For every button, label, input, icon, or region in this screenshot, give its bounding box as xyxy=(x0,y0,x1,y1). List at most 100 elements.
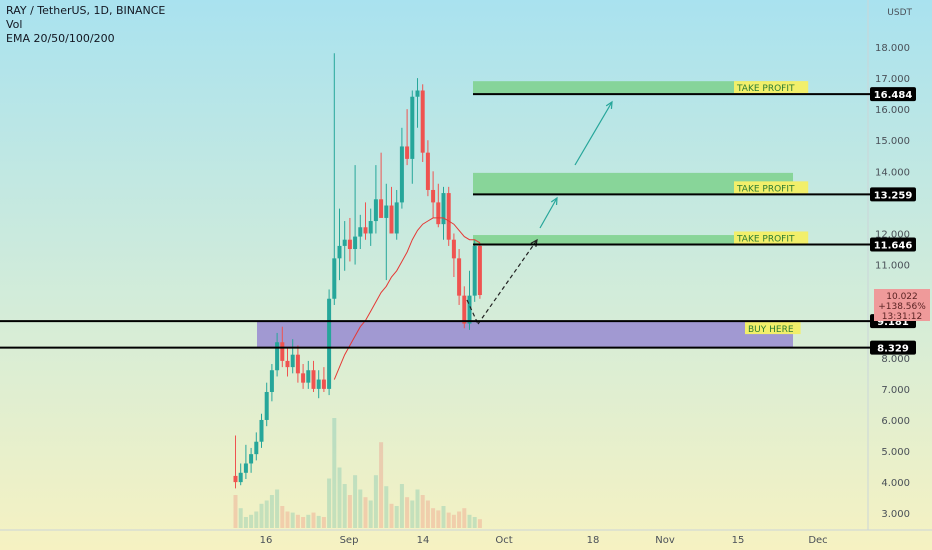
candle-body xyxy=(373,199,378,222)
candle-body xyxy=(446,193,451,240)
volume-bar xyxy=(243,517,248,528)
time-tick-label: 15 xyxy=(732,535,745,546)
candle-body xyxy=(415,90,420,97)
volume-bar xyxy=(436,510,441,528)
volume-bar xyxy=(431,508,436,528)
candle-body xyxy=(467,295,472,324)
indicator-ema-label[interactable]: EMA 20/50/100/200 xyxy=(6,32,115,45)
candle-body xyxy=(337,245,342,259)
volume-bar xyxy=(311,512,316,528)
volume-bar xyxy=(238,508,243,528)
candles-layer[interactable] xyxy=(233,53,482,489)
price-tick-label: 16.000 xyxy=(875,105,910,116)
candle-body xyxy=(316,379,321,389)
take-profit-zone xyxy=(473,172,793,195)
zone-label: BUY HERE xyxy=(748,325,794,335)
price-tick-label: 17.000 xyxy=(875,74,910,85)
candle-body xyxy=(311,370,316,389)
candle-body xyxy=(384,205,389,218)
projection-arrow xyxy=(539,197,558,229)
candle-body xyxy=(342,239,347,246)
time-tick-label: Sep xyxy=(340,535,359,546)
time-tick-label: 18 xyxy=(587,535,600,546)
candle-body xyxy=(243,463,248,473)
projection-arrow xyxy=(574,101,613,166)
axes-layer: 18.000 17.000 16.000 15.000 14.000 12.000 11.0… xyxy=(260,8,930,546)
level-price-tag xyxy=(870,237,916,252)
candle-body xyxy=(420,90,425,153)
candle-body xyxy=(306,370,311,383)
arrows-layer xyxy=(466,100,613,325)
level-price-label: 11.646 xyxy=(874,240,913,251)
candle-body xyxy=(254,441,259,455)
candle-body xyxy=(425,152,430,190)
volume-bar xyxy=(332,418,337,528)
candle-body xyxy=(451,239,456,259)
price-tick-label: 18.000 xyxy=(875,43,910,54)
volume-bar xyxy=(363,497,368,528)
volume-layer xyxy=(233,418,482,528)
volume-bar xyxy=(306,514,311,528)
candle-body xyxy=(363,227,368,234)
ema-line xyxy=(333,217,481,380)
volume-bar xyxy=(353,475,358,528)
volume-bar xyxy=(301,517,306,528)
volume-bar xyxy=(295,514,300,528)
time-tick-label: 14 xyxy=(417,535,430,546)
volume-bar xyxy=(420,495,425,528)
candle-body xyxy=(295,354,300,374)
volume-bar xyxy=(321,517,326,528)
volume-bar xyxy=(285,511,290,528)
candle-body xyxy=(358,227,363,237)
candle-body xyxy=(472,245,477,296)
candle-body xyxy=(368,221,373,234)
volume-bar xyxy=(446,512,451,528)
candle-body xyxy=(353,236,358,250)
volume-bar xyxy=(327,478,332,528)
volume-bar xyxy=(264,500,269,528)
candle-body xyxy=(285,360,290,368)
candle-body xyxy=(275,342,280,371)
symbol-title[interactable]: RAY / TetherUS, 1D, BINANCE xyxy=(6,4,166,17)
volume-bar xyxy=(477,519,482,528)
price-tick-label: 3.000 xyxy=(881,509,910,520)
candle-body xyxy=(394,202,399,234)
volume-bar xyxy=(233,495,238,528)
zone-label-bg xyxy=(734,181,809,194)
price-tick-label: 8.000 xyxy=(881,354,910,365)
level-price-label: 9.181 xyxy=(877,317,909,328)
candle-body xyxy=(436,202,441,225)
volume-bar xyxy=(451,514,456,528)
candle-body xyxy=(233,475,238,483)
price-tick-label: 4.000 xyxy=(881,478,910,489)
volume-bar xyxy=(280,506,285,528)
level-price-label: 16.484 xyxy=(874,90,913,101)
ema-layer xyxy=(333,217,481,380)
time-tick-label: Oct xyxy=(495,535,512,546)
volume-bar xyxy=(368,500,373,528)
volume-bar xyxy=(316,515,321,528)
candle-body xyxy=(280,342,285,361)
last-price-countdown: 13:31:12 xyxy=(882,312,922,322)
candle-body xyxy=(301,373,306,383)
volume-bar xyxy=(249,514,254,528)
candle-body xyxy=(327,298,332,389)
time-tick-label: Dec xyxy=(808,535,827,546)
candle-body xyxy=(431,189,436,203)
candle-body xyxy=(332,258,337,299)
level-price-tag xyxy=(870,87,916,102)
zones-layer: TAKE PROFIT TAKE PROFIT TAKE PROFIT BUY HER… xyxy=(257,81,809,348)
indicator-vol-label[interactable]: Vol xyxy=(6,18,23,31)
candle-body xyxy=(379,199,384,218)
candle-body xyxy=(290,354,295,368)
volume-bar xyxy=(462,508,467,528)
volume-bar xyxy=(290,512,295,528)
candle-body xyxy=(238,472,243,483)
volume-bar xyxy=(337,467,342,528)
last-price-tag xyxy=(874,289,930,321)
volume-bar xyxy=(358,489,363,528)
volume-bar xyxy=(425,500,430,528)
last-price-value: 10.022 xyxy=(886,292,918,302)
volume-bar xyxy=(405,497,410,528)
